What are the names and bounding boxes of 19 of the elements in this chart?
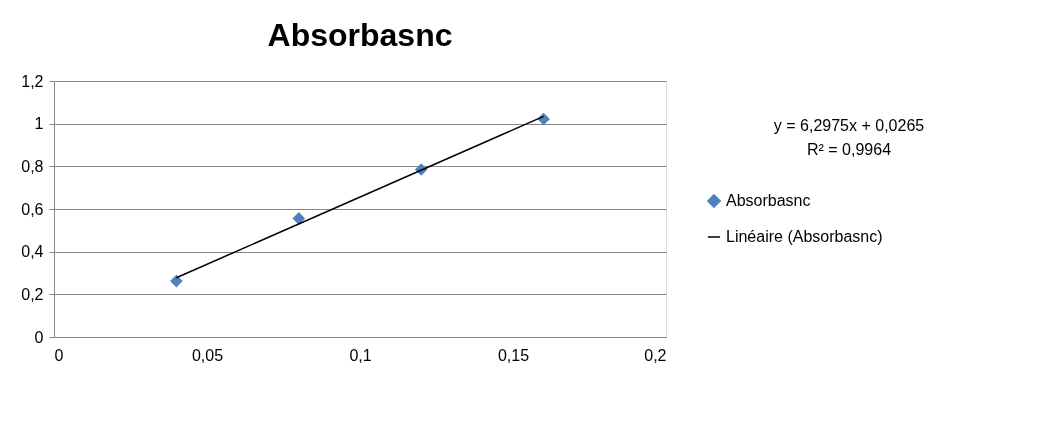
x-tick-label: 0,1 [349,346,372,364]
y-tick-label: 0,2 [21,285,44,303]
y-tick-label: 0,8 [21,157,44,175]
y-tick-label: 1,2 [21,72,44,90]
x-tick-label: 0,05 [191,346,224,364]
y-tick-label: 1 [34,115,44,133]
y-tick-label: 0,4 [21,243,44,261]
chart-title: Absorbasnc [267,17,453,53]
y-tick-label: 0 [34,328,44,346]
text: y = 6,2975x + 0,0265 [773,117,925,134]
legend-label: Absorbasnc [726,192,811,209]
x-tick-label: 0,15 [497,346,530,364]
x-tick-label: 0 [54,346,64,364]
text: R² = 0,9964 [806,141,892,158]
legend-label: Linéaire (Absorbasnc) [726,228,883,245]
point [170,274,183,288]
point [292,212,306,225]
x-tick-label: 0,2 [644,346,667,364]
y-tick-label: 0,6 [21,200,44,218]
